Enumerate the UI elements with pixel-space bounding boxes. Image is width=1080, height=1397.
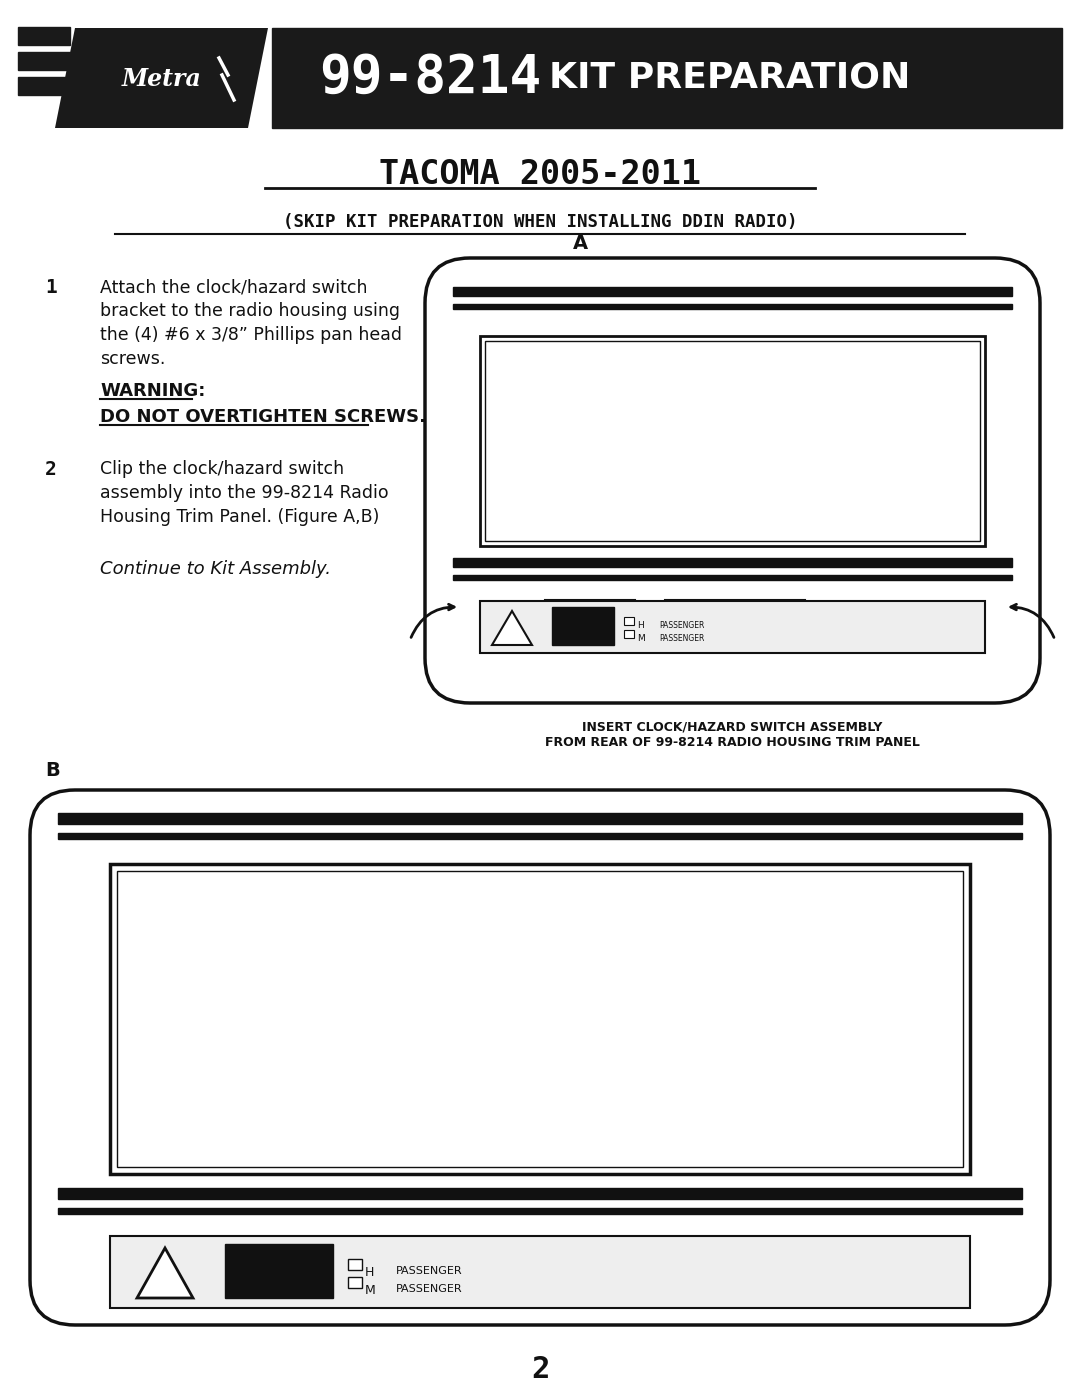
Text: Continue to Kit Assembly.: Continue to Kit Assembly. xyxy=(100,560,330,578)
Text: B: B xyxy=(45,761,59,780)
Text: (SKIP KIT PREPARATION WHEN INSTALLING DDIN RADIO): (SKIP KIT PREPARATION WHEN INSTALLING DD… xyxy=(283,212,797,231)
Bar xyxy=(58,813,1022,824)
Text: H: H xyxy=(365,1266,375,1280)
Text: PASSENGER: PASSENGER xyxy=(396,1284,462,1294)
Bar xyxy=(480,337,985,546)
Text: FROM REAR OF 99-8214 RADIO HOUSING TRIM PANEL: FROM REAR OF 99-8214 RADIO HOUSING TRIM … xyxy=(545,736,920,749)
Bar xyxy=(18,77,70,95)
Bar xyxy=(18,52,70,70)
Bar xyxy=(272,28,1062,129)
Text: A: A xyxy=(572,235,588,253)
Text: Metra: Metra xyxy=(122,67,202,91)
Bar xyxy=(117,870,963,1166)
Bar xyxy=(348,1277,362,1288)
Bar xyxy=(58,833,1022,840)
Text: WARNING:: WARNING: xyxy=(100,381,205,400)
Text: TACOMA 2005-2011: TACOMA 2005-2011 xyxy=(379,158,701,191)
Text: M: M xyxy=(365,1284,376,1296)
Text: 2: 2 xyxy=(45,460,57,479)
Bar xyxy=(624,617,634,624)
Bar xyxy=(58,1187,1022,1199)
FancyBboxPatch shape xyxy=(30,789,1050,1324)
Text: PASSENGER: PASSENGER xyxy=(396,1266,462,1275)
Polygon shape xyxy=(55,28,268,129)
Bar xyxy=(453,576,1012,580)
Text: PASSENGER: PASSENGER xyxy=(659,622,704,630)
Bar xyxy=(18,27,70,45)
Text: 99-8214: 99-8214 xyxy=(319,52,541,103)
Bar xyxy=(485,341,980,541)
Polygon shape xyxy=(492,610,532,645)
Bar xyxy=(665,599,805,630)
Bar xyxy=(624,630,634,638)
Bar xyxy=(110,1236,970,1308)
Text: INSERT CLOCK/HAZARD SWITCH ASSEMBLY: INSERT CLOCK/HAZARD SWITCH ASSEMBLY xyxy=(582,721,882,733)
Bar xyxy=(480,601,985,652)
Bar xyxy=(225,1243,333,1298)
Bar xyxy=(552,608,615,645)
Text: Clip the clock/hazard switch: Clip the clock/hazard switch xyxy=(100,460,345,478)
Text: the (4) #6 x 3/8” Phillips pan head: the (4) #6 x 3/8” Phillips pan head xyxy=(100,326,402,344)
Bar xyxy=(453,557,1012,567)
Polygon shape xyxy=(137,1248,193,1298)
Bar xyxy=(110,863,970,1173)
Text: M: M xyxy=(637,634,645,643)
Bar xyxy=(453,286,1012,296)
Text: 2: 2 xyxy=(530,1355,550,1384)
Bar xyxy=(348,1259,362,1270)
Text: KIT PREPARATION: KIT PREPARATION xyxy=(550,61,910,95)
Bar xyxy=(58,1208,1022,1214)
Text: 1: 1 xyxy=(45,278,57,298)
FancyBboxPatch shape xyxy=(426,258,1040,703)
Text: Housing Trim Panel. (Figure A,B): Housing Trim Panel. (Figure A,B) xyxy=(100,509,379,527)
Text: bracket to the radio housing using: bracket to the radio housing using xyxy=(100,302,400,320)
Text: assembly into the 99-8214 Radio: assembly into the 99-8214 Radio xyxy=(100,483,389,502)
Text: screws.: screws. xyxy=(100,351,165,367)
Text: H: H xyxy=(637,622,644,630)
Text: Attach the clock/hazard switch: Attach the clock/hazard switch xyxy=(100,278,367,296)
Bar xyxy=(545,599,635,630)
Text: DO NOT OVERTIGHTEN SCREWS.: DO NOT OVERTIGHTEN SCREWS. xyxy=(100,408,426,426)
Text: PASSENGER: PASSENGER xyxy=(659,634,704,643)
Bar xyxy=(453,305,1012,309)
